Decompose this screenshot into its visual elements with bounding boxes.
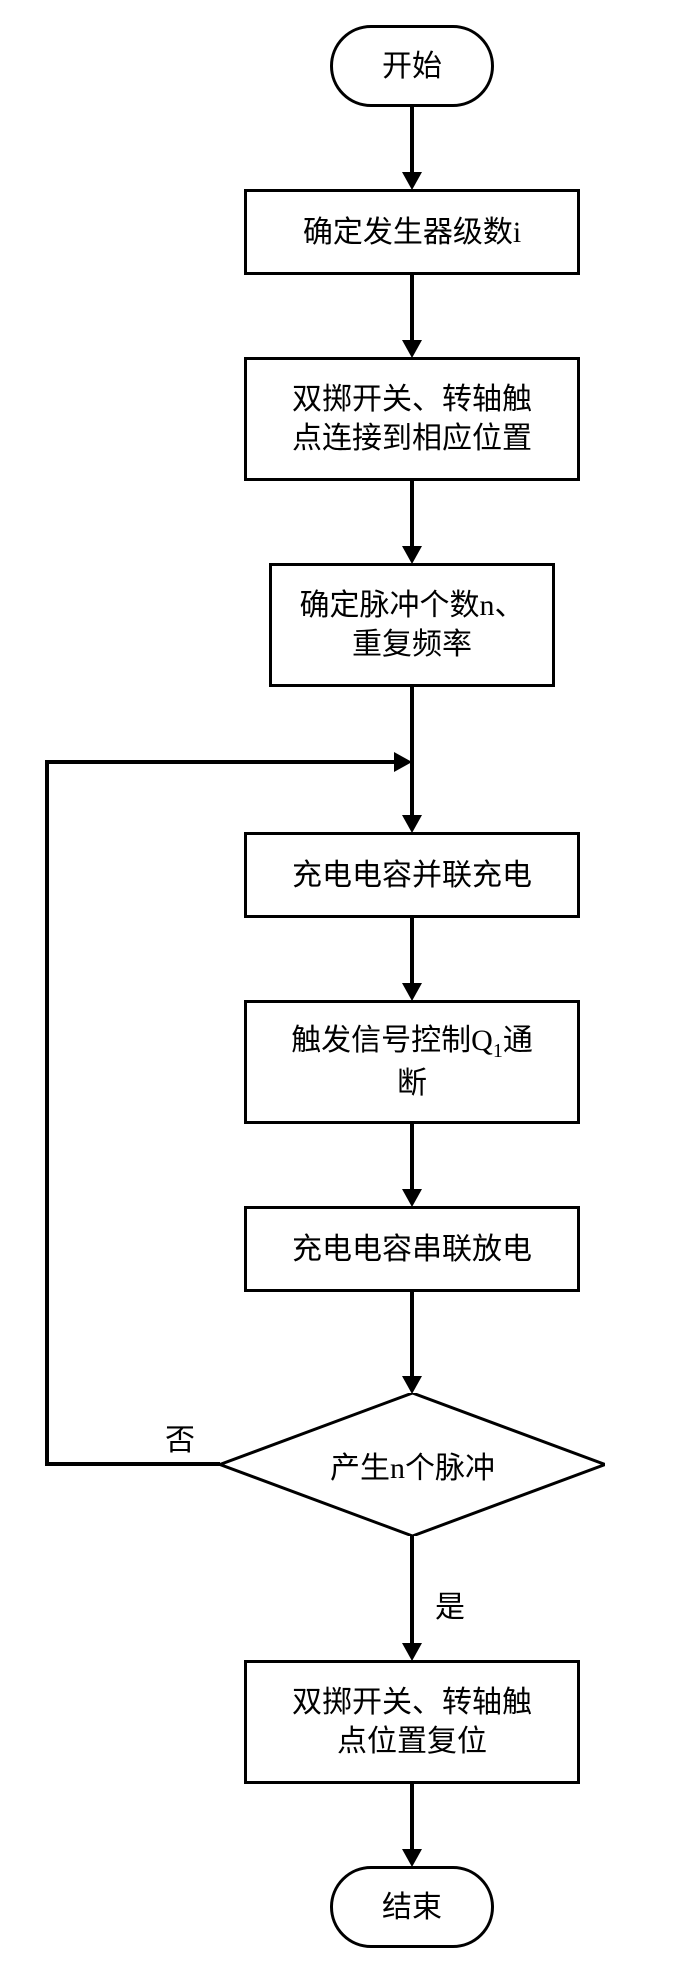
arrow-9-head [402, 1849, 422, 1867]
arrow-5 [410, 918, 414, 983]
step4-node: 充电电容并联充电 [244, 832, 580, 918]
yes-label: 是 [435, 1582, 465, 1626]
arrow-4-head [402, 815, 422, 833]
arrow-7-head [402, 1376, 422, 1394]
step1-text: 确定发生器级数i [303, 213, 521, 252]
arrow-3-head [402, 546, 422, 564]
decision-node: 产生n个脉冲 [220, 1393, 605, 1536]
arrow-5-head [402, 983, 422, 1001]
arrow-2-head [402, 340, 422, 358]
step1-node: 确定发生器级数i [244, 189, 580, 275]
arrow-3 [410, 481, 414, 546]
arrow-6-head [402, 1189, 422, 1207]
arrow-2 [410, 275, 414, 340]
step2-text: 双掷开关、转轴触点连接到相应位置 [292, 380, 532, 458]
step7-text: 双掷开关、转轴触点位置复位 [292, 1683, 532, 1761]
no-line-v [45, 760, 49, 1466]
step5-text: 触发信号控制Q1通断 [291, 1021, 533, 1103]
step6-node: 充电电容串联放电 [244, 1206, 580, 1292]
step5-node: 触发信号控制Q1通断 [244, 1000, 580, 1124]
arrow-8 [410, 1536, 414, 1643]
step3-node: 确定脉冲个数n、重复频率 [269, 563, 555, 687]
end-node: 结束 [330, 1866, 494, 1948]
step3-text: 确定脉冲个数n、重复频率 [300, 586, 525, 664]
arrow-6 [410, 1124, 414, 1189]
flowchart-container: 开始 确定发生器级数i 双掷开关、转轴触点连接到相应位置 确定脉冲个数n、重复频… [0, 0, 682, 1967]
step5-subscript: 1 [493, 1040, 503, 1062]
step7-node: 双掷开关、转轴触点位置复位 [244, 1660, 580, 1784]
decision-text: 产生n个脉冲 [330, 1443, 495, 1487]
start-text: 开始 [382, 47, 442, 86]
arrow-9 [410, 1784, 414, 1849]
no-label: 否 [165, 1415, 195, 1459]
end-text: 结束 [382, 1888, 442, 1927]
arrow-1-head [402, 172, 422, 190]
arrow-4 [410, 687, 414, 815]
step4-text: 充电电容并联充电 [292, 856, 532, 895]
start-node: 开始 [330, 25, 494, 107]
arrow-1 [410, 107, 414, 172]
arrow-7 [410, 1292, 414, 1376]
no-line-h1 [45, 1462, 220, 1466]
no-line-h2 [45, 760, 394, 764]
no-arrow-head [394, 752, 412, 772]
arrow-8-head [402, 1643, 422, 1661]
step2-node: 双掷开关、转轴触点连接到相应位置 [244, 357, 580, 481]
step6-text: 充电电容串联放电 [292, 1230, 532, 1269]
